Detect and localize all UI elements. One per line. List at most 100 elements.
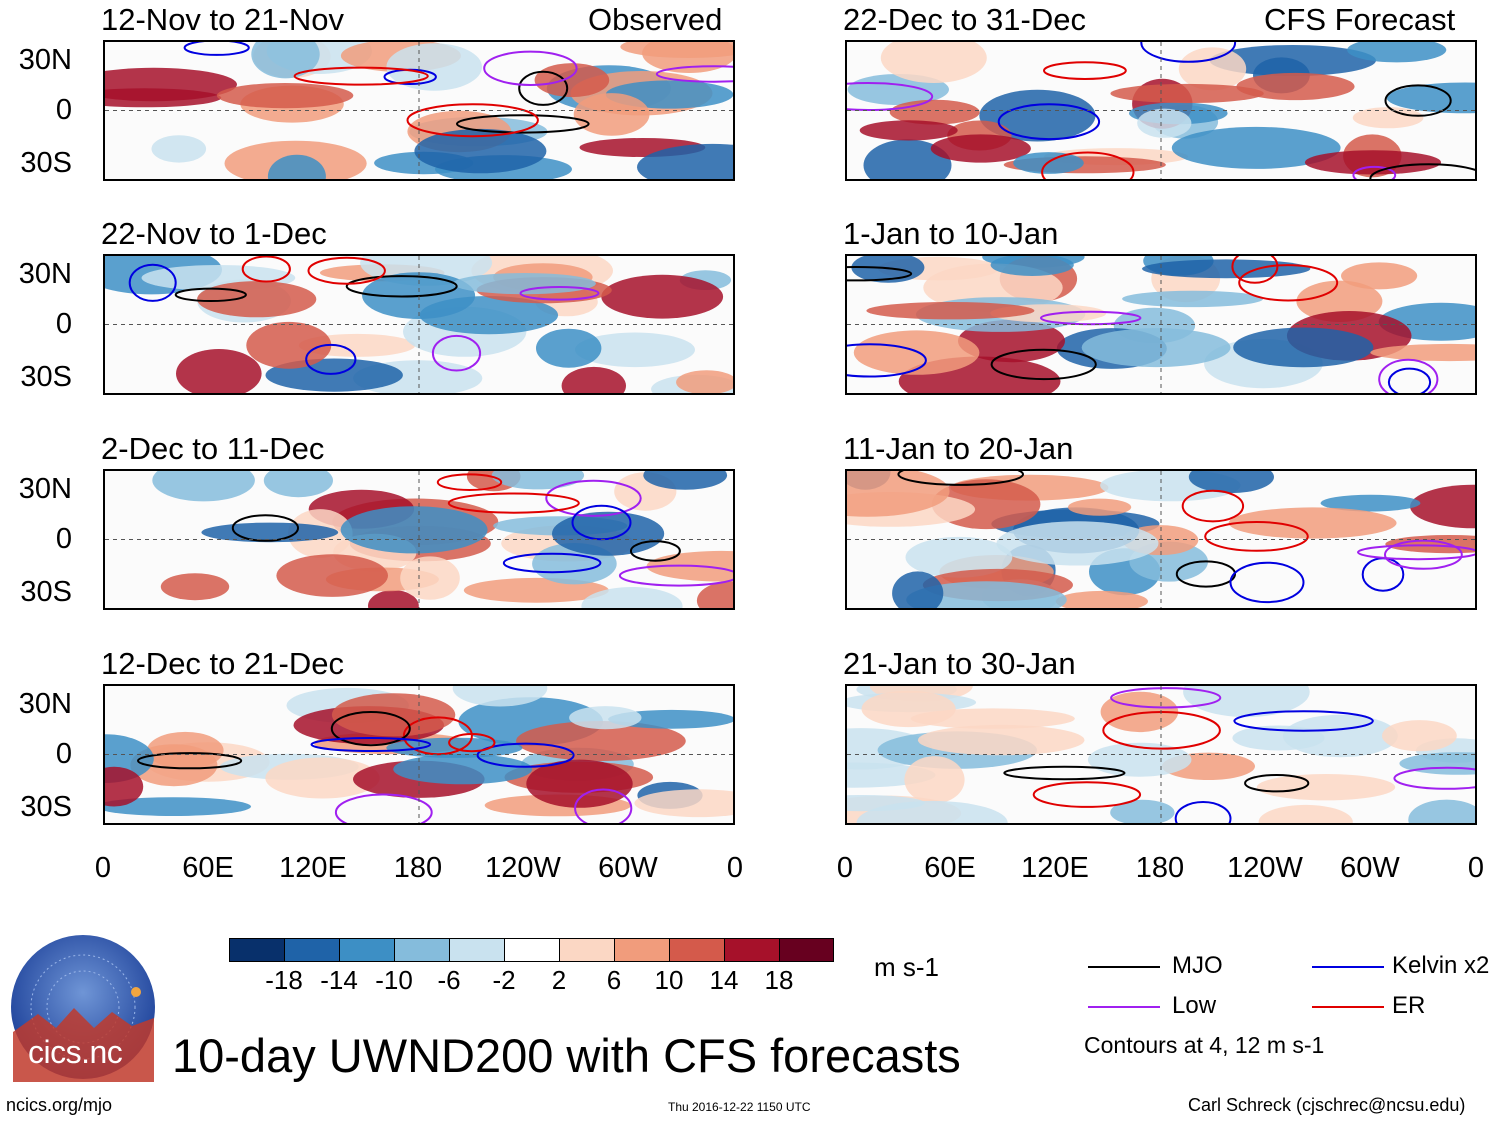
- x-tick-label: 0: [726, 852, 744, 884]
- y-tick-label: 30S: [20, 791, 72, 823]
- easterly-anomaly: [1122, 290, 1264, 308]
- wave-contour: [1361, 557, 1405, 592]
- colorbar-label: -18: [265, 965, 303, 995]
- easterly-anomaly: [1347, 42, 1447, 63]
- colorbar-label: -14: [320, 965, 358, 995]
- easterly-anomaly: [263, 471, 333, 498]
- wave-contour: [1041, 151, 1135, 179]
- westerly-anomaly: [930, 134, 1031, 163]
- wave-contour: [997, 103, 1101, 141]
- x-tick-label: 60E: [182, 852, 234, 884]
- easterly-anomaly: [1081, 328, 1231, 368]
- wave-contour: [483, 50, 578, 86]
- wave-contour: [1238, 264, 1339, 302]
- colorbar-label: -2: [492, 965, 516, 995]
- westerly-anomaly: [642, 42, 733, 73]
- wave-contour: [183, 42, 250, 56]
- westerly-anomaly: [197, 281, 317, 318]
- westerly-anomaly: [1256, 774, 1396, 801]
- wave-contour: [305, 343, 357, 375]
- colorbar-bin: [284, 938, 340, 962]
- wave-contour: [1140, 42, 1237, 63]
- colorbar-bin: [724, 938, 780, 962]
- footer-url: ncics.org/mjo: [6, 1095, 113, 1115]
- wave-contour: [618, 564, 733, 587]
- easterly-anomaly: [251, 42, 320, 79]
- x-tick-label: 0: [1467, 852, 1485, 884]
- easterly-anomaly: [1283, 714, 1398, 758]
- easterly-anomaly: [1233, 327, 1374, 368]
- westerly-anomaly: [1352, 107, 1424, 129]
- legend-line-kelvin: [1312, 966, 1384, 968]
- westerly-anomaly: [1178, 47, 1247, 91]
- y-tick-label: 30N: [18, 473, 72, 505]
- wave-contour: [1384, 84, 1452, 117]
- map-canvas: [847, 42, 1475, 179]
- wave-contour: [1231, 256, 1279, 284]
- wave-contour: [847, 266, 913, 282]
- map-canvas: [105, 686, 733, 823]
- easterly-anomaly: [581, 587, 683, 608]
- wave-contour: [1043, 61, 1127, 80]
- y-tick-label: 0: [55, 94, 72, 126]
- wave-contour: [231, 514, 299, 542]
- logo-globe-icon: [11, 935, 155, 1082]
- westerly-anomaly: [1228, 507, 1397, 539]
- westerly-anomaly: [561, 366, 626, 393]
- y-tick-label: 30S: [20, 361, 72, 393]
- colorbar-bin: [559, 938, 615, 962]
- colorbar-bin: [504, 938, 560, 962]
- westerly-anomaly: [1068, 498, 1132, 516]
- westerly-anomaly: [634, 789, 733, 818]
- panel-title: 22-Nov to 1-Dec: [101, 216, 327, 251]
- wave-contour: [655, 65, 733, 83]
- colorbar-bin: [449, 938, 505, 962]
- westerly-anomaly: [246, 321, 332, 369]
- colorbar-bin: [614, 938, 670, 962]
- easterly-anomaly: [905, 536, 1013, 578]
- westerly-anomaly: [265, 757, 380, 799]
- y-tick-label: 0: [55, 523, 72, 555]
- y-tick-label: 0: [55, 738, 72, 770]
- colorbar-bin: [394, 938, 450, 962]
- colorbar-unit: m s-1: [874, 952, 939, 982]
- westerly-anomaly: [105, 766, 144, 807]
- easterly-anomaly: [105, 797, 251, 816]
- wave-contour: [241, 256, 291, 283]
- wave-contour: [307, 256, 386, 285]
- wave-contour: [847, 343, 927, 378]
- legend-note: Contours at 4, 12 m s-1: [1084, 1032, 1325, 1058]
- westerly-anomaly: [516, 721, 686, 761]
- westerly-anomaly: [853, 330, 980, 375]
- colorbar-label: 10: [654, 965, 684, 995]
- wave-contour: [1229, 561, 1305, 604]
- westerly-anomaly: [696, 581, 733, 608]
- westerly-anomaly: [1370, 343, 1475, 362]
- cics-logo: cics.nc: [8, 932, 158, 1082]
- wave-contour: [436, 473, 503, 491]
- legend-line-mjo: [1088, 966, 1160, 968]
- main-title: 10-day UWND200 with CFS forecasts: [172, 1029, 961, 1082]
- easterly-anomaly: [552, 511, 665, 556]
- easterly-anomaly: [1320, 494, 1421, 512]
- wave-contour: [1233, 710, 1374, 732]
- westerly-anomaly: [1110, 83, 1264, 104]
- panel-map: [845, 684, 1477, 825]
- y-tick-label: 30S: [20, 576, 72, 608]
- easterly-anomaly: [1408, 799, 1475, 823]
- legend-label-low: Low: [1172, 992, 1217, 1019]
- easterly-anomaly: [1087, 742, 1192, 777]
- westerly-anomaly: [601, 274, 724, 319]
- easterly-anomaly: [892, 571, 944, 608]
- westerly-anomaly: [216, 83, 354, 109]
- westerly-anomaly: [368, 590, 419, 608]
- easterly-anomaly: [1386, 82, 1475, 114]
- westerly-anomaly: [160, 573, 230, 601]
- easterly-anomaly: [201, 522, 339, 543]
- panel-map: [845, 469, 1477, 610]
- easterly-anomaly: [906, 581, 1067, 608]
- wave-contour: [447, 492, 580, 514]
- wave-contour: [990, 348, 1097, 381]
- wave-contour: [431, 334, 482, 372]
- easterly-anomaly: [1137, 108, 1192, 138]
